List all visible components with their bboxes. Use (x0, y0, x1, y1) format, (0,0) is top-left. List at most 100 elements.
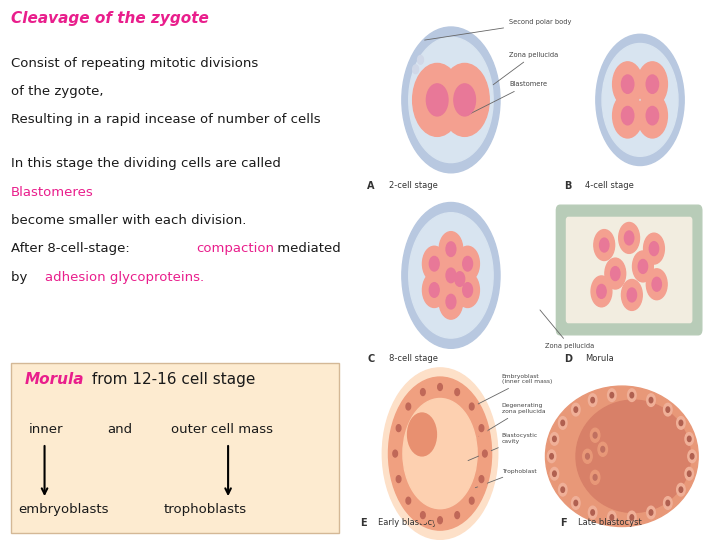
Circle shape (434, 512, 446, 529)
FancyBboxPatch shape (557, 205, 702, 335)
Circle shape (561, 487, 564, 492)
Circle shape (572, 497, 580, 509)
Circle shape (618, 222, 639, 253)
Circle shape (632, 251, 653, 282)
Text: compaction: compaction (196, 242, 274, 255)
Circle shape (628, 511, 636, 524)
Text: Zona pellucida: Zona pellucida (540, 310, 595, 349)
Text: Morula: Morula (585, 354, 614, 363)
Circle shape (439, 258, 463, 293)
Circle shape (649, 242, 659, 255)
Circle shape (409, 213, 493, 338)
Circle shape (613, 62, 643, 106)
Circle shape (469, 403, 474, 410)
Text: In this stage the dividing cells are called: In this stage the dividing cells are cal… (11, 157, 281, 171)
Circle shape (439, 284, 463, 319)
Circle shape (677, 483, 685, 496)
Text: Morula: Morula (25, 373, 84, 387)
Circle shape (652, 278, 662, 291)
Circle shape (638, 260, 647, 273)
Circle shape (454, 84, 475, 116)
Circle shape (646, 75, 659, 93)
Circle shape (420, 512, 426, 518)
Circle shape (438, 383, 442, 390)
Text: embryoblasts: embryoblasts (18, 503, 108, 516)
Circle shape (463, 256, 472, 271)
Circle shape (455, 389, 459, 395)
Circle shape (446, 294, 456, 309)
Ellipse shape (576, 400, 690, 512)
Text: trophoblasts: trophoblasts (164, 503, 247, 516)
Circle shape (598, 442, 608, 456)
Circle shape (591, 276, 612, 307)
Circle shape (677, 416, 685, 429)
Circle shape (550, 454, 554, 459)
Circle shape (418, 56, 423, 64)
Circle shape (646, 106, 659, 125)
Circle shape (413, 65, 418, 73)
Circle shape (688, 471, 691, 476)
Circle shape (630, 393, 634, 398)
Circle shape (610, 393, 613, 398)
Circle shape (402, 492, 414, 509)
Text: Resulting in a rapid incease of number of cells: Resulting in a rapid incease of number o… (11, 113, 320, 126)
Circle shape (610, 515, 613, 520)
Circle shape (644, 233, 665, 264)
Circle shape (553, 471, 557, 476)
Circle shape (456, 246, 480, 281)
Text: 4-cell stage: 4-cell stage (585, 181, 634, 190)
Circle shape (647, 394, 655, 407)
Circle shape (469, 497, 474, 504)
Text: Early blastocyst: Early blastocyst (378, 518, 445, 528)
Circle shape (382, 368, 498, 539)
Circle shape (396, 476, 401, 483)
Text: F: F (560, 518, 567, 529)
Text: Second polar body: Second polar body (425, 19, 572, 40)
Circle shape (429, 256, 439, 271)
Circle shape (466, 398, 477, 415)
Circle shape (613, 93, 643, 138)
Circle shape (624, 231, 634, 245)
Text: E: E (360, 518, 366, 529)
Circle shape (429, 283, 439, 297)
Circle shape (621, 280, 642, 310)
Circle shape (402, 202, 500, 348)
Text: Blastomere: Blastomere (468, 82, 547, 115)
Circle shape (685, 433, 693, 445)
Circle shape (389, 377, 492, 530)
Circle shape (438, 517, 442, 524)
Circle shape (597, 285, 606, 298)
Text: become smaller with each division.: become smaller with each division. (11, 214, 246, 227)
Circle shape (402, 27, 500, 173)
Circle shape (463, 283, 472, 297)
Circle shape (588, 394, 597, 407)
Circle shape (611, 267, 620, 280)
Circle shape (553, 436, 557, 442)
Circle shape (451, 383, 463, 401)
Text: Late blastocyst: Late blastocyst (578, 518, 642, 528)
Circle shape (451, 507, 463, 524)
Circle shape (559, 483, 567, 496)
Text: inner: inner (29, 423, 63, 436)
Text: from 12-16 cell stage: from 12-16 cell stage (87, 373, 256, 387)
Circle shape (593, 475, 597, 480)
Circle shape (476, 420, 487, 436)
Circle shape (594, 230, 615, 260)
Text: A: A (367, 181, 375, 191)
Circle shape (605, 258, 626, 289)
Circle shape (649, 397, 653, 403)
Circle shape (588, 506, 597, 519)
Circle shape (417, 507, 428, 524)
Circle shape (591, 510, 595, 515)
Circle shape (630, 515, 634, 520)
Circle shape (628, 389, 636, 401)
Circle shape (413, 64, 462, 137)
Text: Embryoblast
(inner cell mass): Embryoblast (inner cell mass) (468, 374, 552, 409)
Text: outer cell mass: outer cell mass (171, 423, 273, 436)
Circle shape (547, 450, 556, 463)
Circle shape (455, 272, 464, 286)
Circle shape (621, 106, 634, 125)
Circle shape (591, 397, 595, 403)
Circle shape (590, 428, 600, 442)
Circle shape (647, 269, 667, 300)
